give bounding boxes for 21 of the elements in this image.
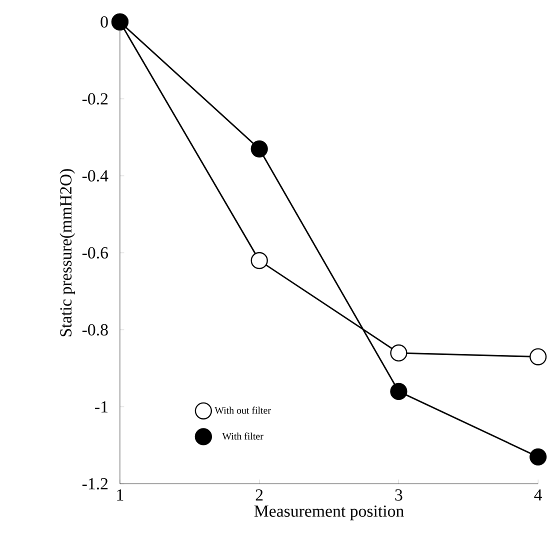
- x-tick-label: 3: [395, 490, 402, 501]
- point: [250, 252, 268, 270]
- x-tick-label: 2: [256, 490, 263, 501]
- y-tick-label: -1.2: [82, 478, 108, 490]
- point: [250, 140, 268, 158]
- x-axis-title: Measurement position: [254, 506, 404, 520]
- point: [530, 448, 547, 466]
- point: [530, 348, 547, 366]
- legend-label: With out filter: [214, 406, 271, 414]
- y-tick-label: -0.8: [82, 324, 108, 336]
- y-tick-label: -1: [95, 401, 108, 413]
- y-tick-label: -0.6: [82, 247, 108, 259]
- x-tick-label: 4: [534, 490, 542, 501]
- point: [390, 383, 408, 400]
- y-tick-label: -0.4: [82, 170, 108, 182]
- legend-label: With filter: [222, 432, 264, 440]
- x-tick-label: 1: [117, 490, 124, 501]
- y-tick-label: 0: [100, 16, 108, 28]
- y-tick-label: -0.2: [82, 93, 108, 105]
- point: [390, 344, 408, 362]
- y-axis-title: Static pressure(mmH2O): [60, 169, 75, 336]
